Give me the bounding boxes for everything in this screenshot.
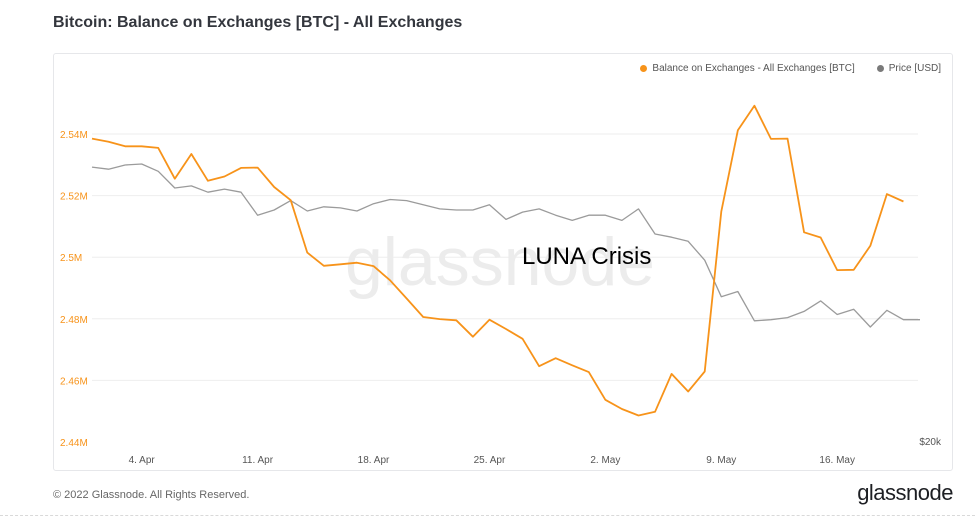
annotation-luna-crisis: LUNA Crisis — [522, 243, 651, 270]
x-tick-label: 2. May — [590, 455, 620, 466]
x-tick-label: 25. Apr — [474, 455, 506, 466]
x-tick-label: 4. Apr — [129, 455, 156, 466]
page-title: Bitcoin: Balance on Exchanges [BTC] - Al… — [53, 14, 463, 31]
page-divider — [0, 515, 975, 516]
legend-dot-balance — [640, 65, 648, 72]
legend-label-price: Price [USD] — [888, 63, 941, 74]
y-tick-label: 2.52M — [60, 192, 88, 203]
price-series-line — [91, 163, 920, 328]
chart-legend: Balance on Exchanges - All Exchanges [BT… — [640, 63, 941, 74]
y-tick-label: 2.44M — [60, 438, 88, 449]
balance-series-line — [91, 104, 904, 417]
y-tick-label: 2.5M — [60, 253, 82, 264]
y-tick-label: 2.46M — [60, 376, 88, 387]
y-tick-label: 2.48M — [60, 315, 88, 326]
chart-panel — [53, 53, 953, 471]
x-tick-label: 11. Apr — [242, 455, 274, 466]
x-tick-label: 18. Apr — [358, 455, 390, 466]
legend-item-price[interactable]: Price [USD] — [876, 63, 941, 74]
legend-item-balance[interactable]: Balance on Exchanges - All Exchanges [BT… — [640, 63, 855, 74]
x-tick-label: 16. May — [819, 455, 855, 466]
legend-label-balance: Balance on Exchanges - All Exchanges [BT… — [652, 63, 855, 74]
y-tick-label: 2.54M — [60, 130, 88, 141]
copyright-text: © 2022 Glassnode. All Rights Reserved. — [53, 489, 250, 501]
legend-dot-price — [876, 65, 884, 72]
x-tick-label: 9. May — [706, 455, 736, 466]
y-right-tick-label: $20k — [919, 437, 942, 448]
glassnode-logo: glassnode — [857, 480, 953, 505]
